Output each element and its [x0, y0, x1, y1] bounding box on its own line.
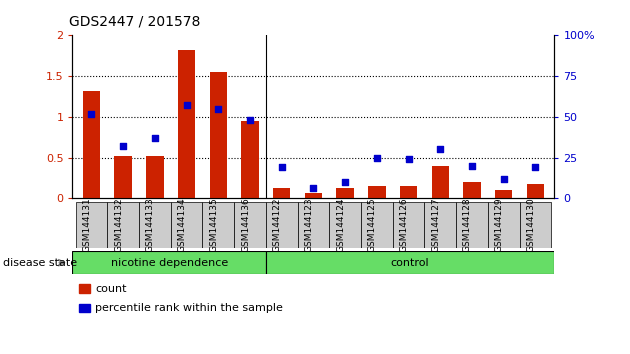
Bar [178, 50, 195, 198]
Text: GSM144131: GSM144131 [83, 198, 91, 252]
FancyBboxPatch shape [456, 202, 488, 248]
Bar [273, 188, 290, 198]
Bar [241, 121, 259, 198]
FancyBboxPatch shape [425, 202, 456, 248]
Text: control: control [391, 258, 430, 268]
Text: GSM144128: GSM144128 [463, 198, 472, 252]
Text: GSM144125: GSM144125 [368, 198, 377, 252]
Text: GSM144135: GSM144135 [209, 198, 219, 252]
Text: GSM144133: GSM144133 [146, 198, 155, 252]
Point [530, 165, 541, 170]
Bar [83, 91, 100, 198]
Point [214, 106, 224, 112]
FancyBboxPatch shape [520, 202, 551, 248]
Point [181, 103, 192, 108]
Text: GSM144127: GSM144127 [432, 198, 440, 252]
Text: percentile rank within the sample: percentile rank within the sample [95, 303, 283, 313]
Bar [527, 184, 544, 198]
Point [340, 179, 350, 185]
Point [467, 163, 477, 169]
FancyBboxPatch shape [76, 202, 107, 248]
FancyBboxPatch shape [361, 202, 392, 248]
FancyBboxPatch shape [171, 202, 202, 248]
FancyBboxPatch shape [392, 202, 425, 248]
Bar [210, 72, 227, 198]
FancyBboxPatch shape [266, 251, 554, 274]
FancyBboxPatch shape [329, 202, 361, 248]
Text: GSM144132: GSM144132 [114, 198, 123, 252]
Text: GSM144123: GSM144123 [304, 198, 313, 252]
Bar [495, 190, 512, 198]
Text: disease state: disease state [3, 258, 77, 268]
Text: count: count [95, 284, 127, 293]
Point [308, 185, 318, 191]
Bar [432, 166, 449, 198]
Text: GSM144130: GSM144130 [527, 198, 536, 252]
Point [498, 176, 508, 182]
FancyBboxPatch shape [72, 251, 266, 274]
Text: GSM144134: GSM144134 [178, 198, 186, 252]
FancyBboxPatch shape [297, 202, 329, 248]
Text: GSM144124: GSM144124 [336, 198, 345, 252]
Point [118, 143, 129, 149]
Point [435, 147, 445, 152]
Bar [146, 156, 164, 198]
FancyBboxPatch shape [202, 202, 234, 248]
FancyBboxPatch shape [234, 202, 266, 248]
FancyBboxPatch shape [488, 202, 520, 248]
Text: GSM144126: GSM144126 [399, 198, 408, 252]
Bar [115, 156, 132, 198]
Text: nicotine dependence: nicotine dependence [110, 258, 228, 268]
FancyBboxPatch shape [107, 202, 139, 248]
Text: GSM144129: GSM144129 [495, 198, 503, 252]
FancyBboxPatch shape [139, 202, 171, 248]
Bar [463, 182, 481, 198]
Point [372, 155, 382, 160]
Text: GSM144136: GSM144136 [241, 198, 250, 252]
Point [277, 165, 287, 170]
Point [403, 156, 413, 162]
Bar [368, 186, 386, 198]
Point [86, 111, 96, 116]
Bar [336, 188, 354, 198]
Bar [400, 186, 417, 198]
Bar [305, 193, 322, 198]
Text: GDS2447 / 201578: GDS2447 / 201578 [69, 14, 201, 28]
Text: GSM144122: GSM144122 [273, 198, 282, 252]
Point [245, 117, 255, 123]
Point [150, 135, 160, 141]
FancyBboxPatch shape [266, 202, 297, 248]
